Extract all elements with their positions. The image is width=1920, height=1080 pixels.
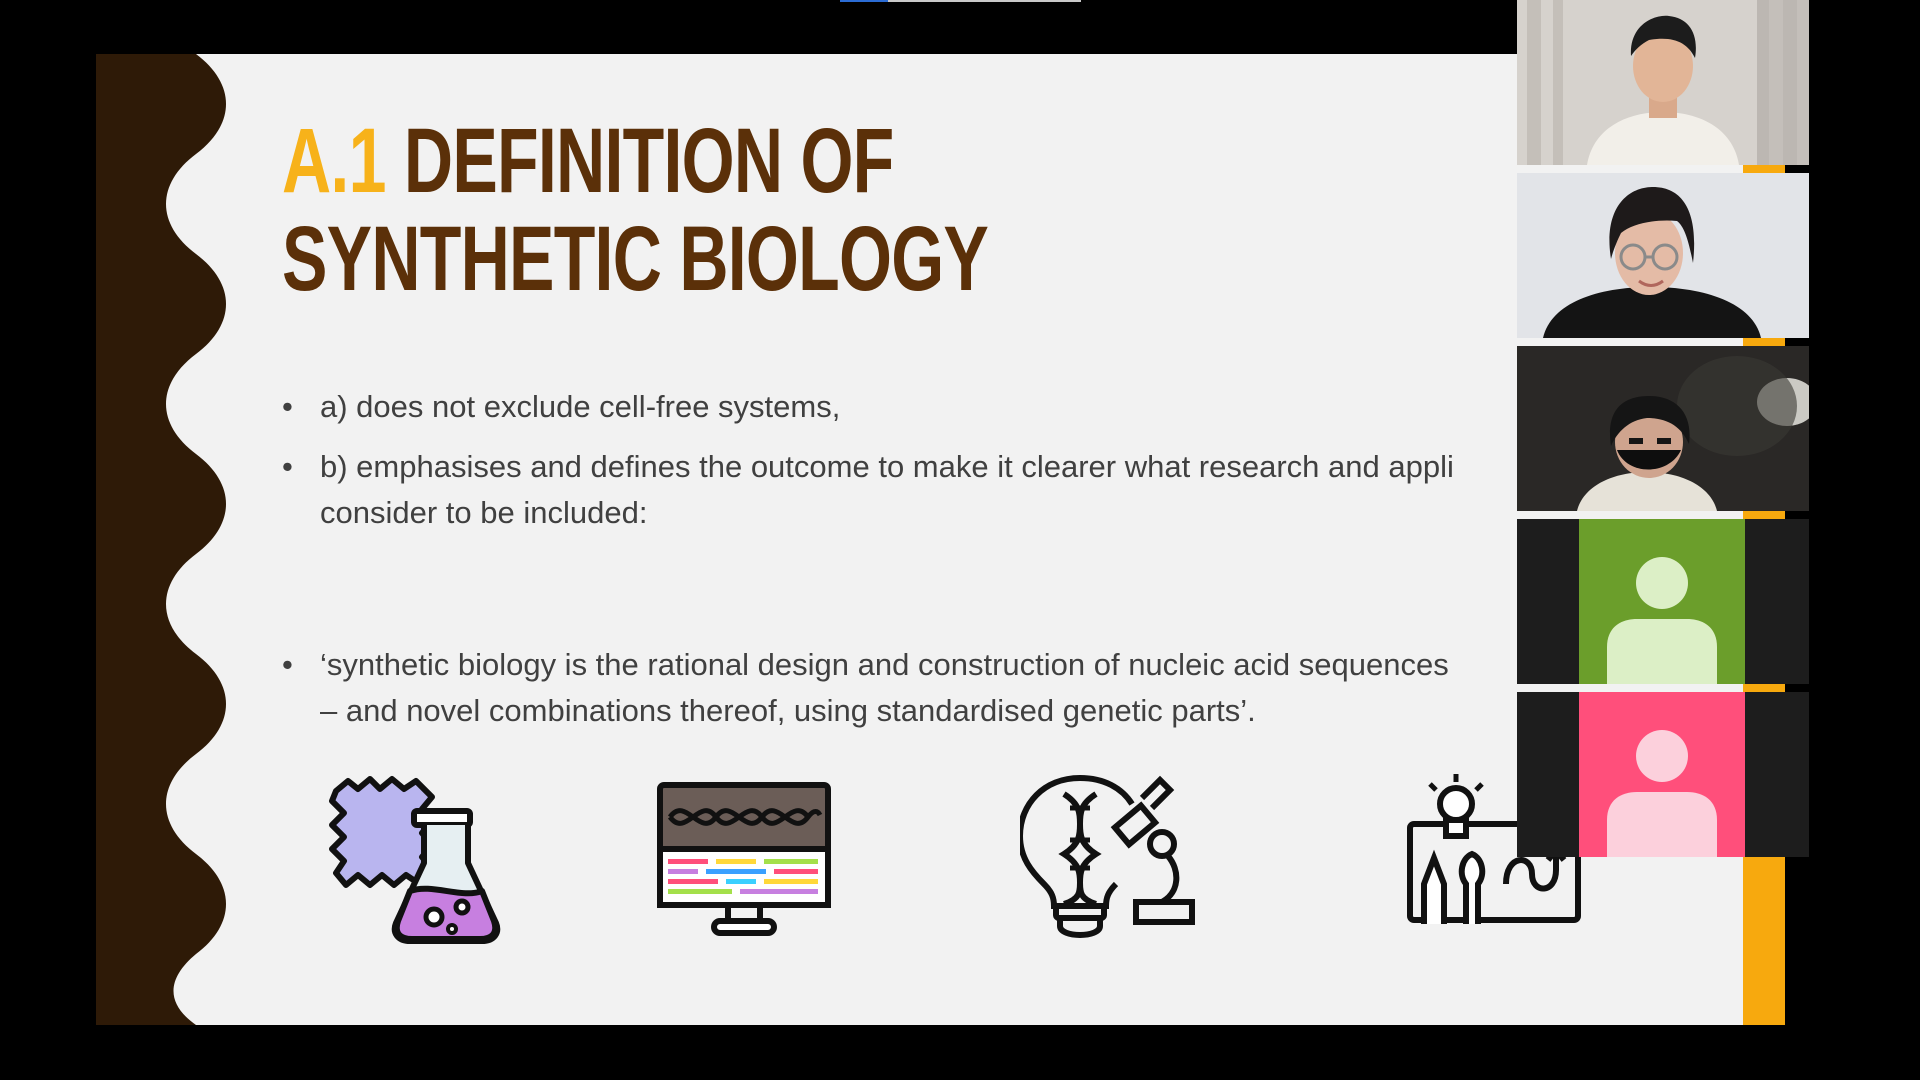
title-line-2: SYNTHETIC BIOLOGY <box>282 208 989 310</box>
participant-avatar-tile[interactable] <box>1517 519 1809 684</box>
bullet-list: a) does not exclude cell-free systems, b… <box>282 384 1652 734</box>
bullet-item: a) does not exclude cell-free systems, <box>282 384 1652 430</box>
dna-monitor-icon <box>657 782 831 936</box>
slide-title: A.1 DEFINITION OF SYNTHETIC BIOLOGY <box>282 110 989 310</box>
dna-lightbulb-microscope-icon <box>1020 775 1195 938</box>
wavy-left-band <box>96 54 226 1025</box>
bullet-item: b) emphasises and defines the outcome to… <box>282 444 1652 536</box>
title-line-1: DEFINITION OF <box>403 110 894 212</box>
presentation-slide: A.1 DEFINITION OF SYNTHETIC BIOLOGY a) d… <box>96 54 1785 1025</box>
participant-video-tile[interactable] <box>1517 173 1809 338</box>
lab-flask-icon <box>329 776 501 944</box>
participant-video-tile[interactable] <box>1517 346 1809 511</box>
participant-video-tile[interactable] <box>1517 0 1809 165</box>
participant-panel <box>1517 0 1809 860</box>
creative-tools-board-icon <box>1407 774 1581 924</box>
screen-share-indicator <box>840 0 1081 2</box>
bullet-item: ‘synthetic biology is the rational desig… <box>282 642 1652 734</box>
title-number: A.1 <box>282 110 386 212</box>
participant-avatar-tile[interactable] <box>1517 692 1809 857</box>
